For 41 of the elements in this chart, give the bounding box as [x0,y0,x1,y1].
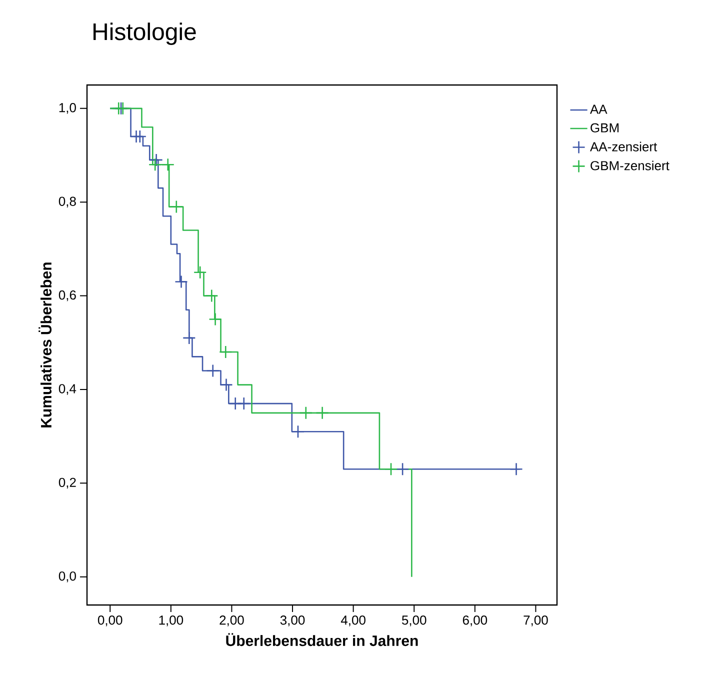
point [182,331,196,345]
legend-label: AA-zensiert [590,142,658,152]
point [150,153,163,167]
x-axis-title: Überlebensdauer in Jahren [226,633,418,646]
y-axis-title: Kumulatives Überleben [38,262,52,428]
point [237,396,251,410]
point [396,462,410,476]
point [205,289,218,302]
point [208,312,222,326]
legend-label: GBM-zensiert [590,160,670,170]
x-tick-label: 1,00 [159,616,184,626]
point [316,406,329,420]
point [220,378,233,392]
point [510,462,523,476]
y-tick-label: 0,8 [58,196,76,208]
x-tick-label: 0,00 [98,616,122,626]
point [218,345,232,359]
point [148,158,162,172]
y-tick-label: 0,2 [58,478,76,489]
chart-title: Histologie [94,22,196,45]
point [174,275,188,288]
x-tick-label: 6,00 [462,616,488,626]
x-tick-label: 4,00 [340,616,366,626]
point [193,266,207,280]
legend-label: GBM [590,123,619,132]
y-tick-label: 1,0 [59,103,76,114]
y-tick-label: 0,4 [58,384,76,395]
legend-label: AA [590,104,608,114]
point [291,425,305,438]
x-tick-label: 2,00 [220,616,244,626]
x-tick-label: 7,00 [524,616,548,626]
y-tick-label: 0,0 [58,572,76,582]
x-tick-label: 3,00 [280,616,305,626]
point [206,364,220,378]
x-tick-label: 5,00 [402,616,426,626]
point [384,462,398,476]
y-tick-label: 0,6 [58,290,76,302]
point [161,158,175,172]
point [170,200,184,214]
point [133,130,147,144]
point [299,406,313,420]
